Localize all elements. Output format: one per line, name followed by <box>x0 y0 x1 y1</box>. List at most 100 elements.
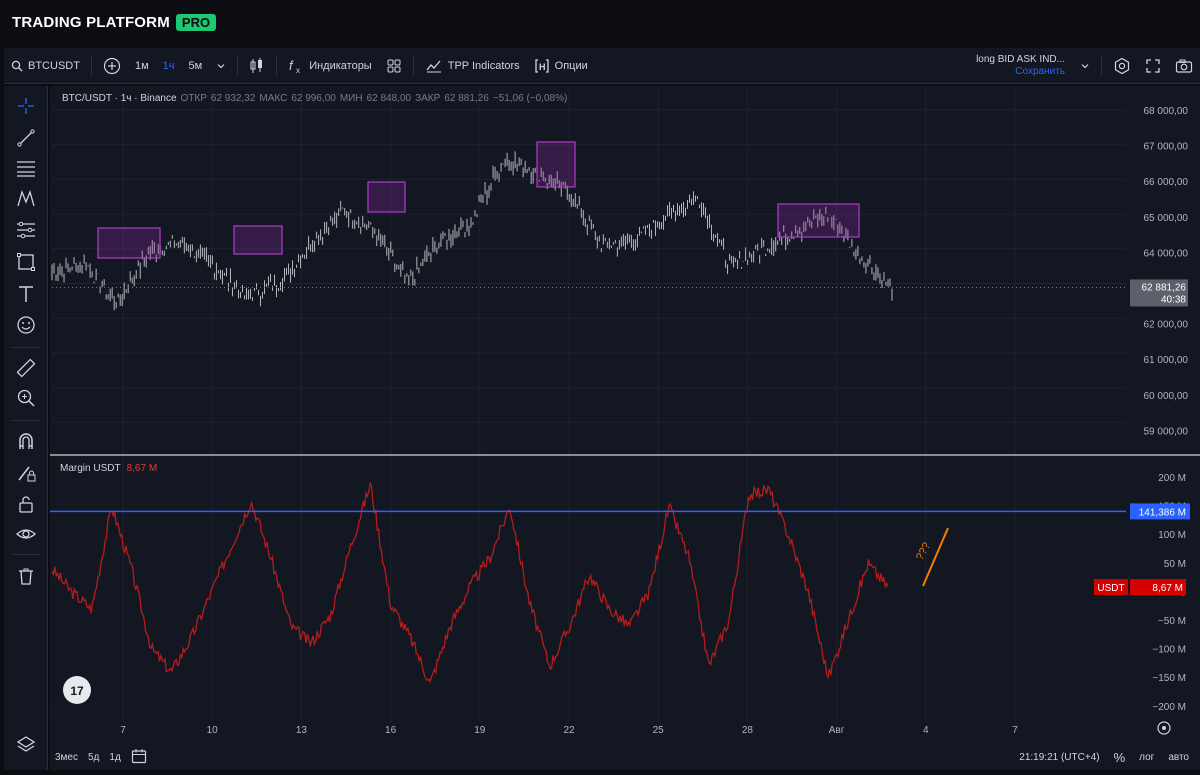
time-tick-label: 10 <box>207 725 219 736</box>
ruler-icon[interactable] <box>16 358 36 378</box>
price-tick-label: 61 000,00 <box>1144 355 1189 366</box>
highlight-box <box>97 227 161 259</box>
divider <box>12 347 40 348</box>
search-icon <box>11 60 23 71</box>
annotation-text: ??? <box>914 541 933 563</box>
layers-icon[interactable] <box>16 734 36 754</box>
chart-canvas[interactable]: 68 000,00 67 000,00 66 000,00 65 000,00 64 0… <box>46 86 1200 770</box>
indicator-tick-label: −50 M <box>1158 616 1186 627</box>
text-icon[interactable] <box>16 284 36 304</box>
chart-growth-icon <box>426 60 441 72</box>
settings-button[interactable] <box>1106 48 1138 83</box>
usdt-tag-label: USDT <box>1097 583 1124 594</box>
brand-logo[interactable]: TRADING PLATFORM PRO <box>12 12 217 32</box>
crosshair-icon[interactable] <box>16 96 36 116</box>
indicator-tick-label: 50 M <box>1164 559 1186 570</box>
fullscreen-button[interactable] <box>1138 48 1168 83</box>
divider <box>1101 55 1102 76</box>
time-tick-label: 25 <box>653 725 665 736</box>
templates-button[interactable] <box>379 48 409 83</box>
clock[interactable]: 21:19:21 (UTC+4) <box>1019 751 1100 763</box>
trash-icon[interactable] <box>16 566 36 586</box>
time-tick-label: 19 <box>474 725 486 736</box>
layout-dropdown[interactable] <box>1073 48 1097 83</box>
candles-icon <box>250 57 263 73</box>
magnet-icon[interactable] <box>16 431 36 451</box>
compare-button[interactable] <box>96 48 128 83</box>
legend-change: −51,06 (−0,08%) <box>492 93 568 104</box>
svg-text:x: x <box>296 66 300 74</box>
divider <box>12 554 40 555</box>
price-series <box>51 151 893 311</box>
tpp-indicators-button[interactable]: TPP Indicators <box>418 48 527 83</box>
tradingview-logo-text: 17 <box>70 684 84 698</box>
hline-tag-label: 141,386 M <box>1139 507 1186 518</box>
symbol-legend: BTC/USDT · 1ч · Binance ОТКР 62 932,32 МА… <box>62 93 567 104</box>
axis-settings-icon-center <box>1162 726 1166 730</box>
grid-lines <box>52 86 1126 722</box>
highlight-box <box>777 203 860 238</box>
fib-sliders-icon[interactable] <box>16 220 36 240</box>
percent-toggle[interactable]: % <box>1113 749 1126 765</box>
price-tick-label: 59 000,00 <box>1144 426 1189 437</box>
usdt-value-label: 8,67 M <box>1152 583 1183 594</box>
highlight-box <box>367 181 406 213</box>
price-tick-label: 62 000,00 <box>1144 320 1189 331</box>
interval-5m[interactable]: 5м <box>188 59 203 72</box>
price-tick-label: 68 000,00 <box>1144 106 1189 117</box>
indicator-tick-label: −150 M <box>1152 673 1186 684</box>
options-button[interactable]: H Опции <box>527 48 595 83</box>
price-tick-label: 60 000,00 <box>1144 391 1189 402</box>
tradingview-logo <box>63 676 91 704</box>
interval-1h[interactable]: 1ч <box>162 59 175 72</box>
symbol-search[interactable]: BTCUSDT <box>4 48 87 83</box>
svg-text:f: f <box>289 58 294 73</box>
pencil-lock-icon[interactable] <box>16 463 36 483</box>
indicator-name: Margin USDT <box>60 463 121 474</box>
chart-area[interactable]: 68 000,00 67 000,00 66 000,00 65 000,00 64 0… <box>46 86 1200 770</box>
indicator-legend[interactable]: Margin USDT 8,67 M <box>60 463 157 474</box>
snapshot-button[interactable] <box>1168 48 1200 83</box>
legend-pair[interactable]: BTC/USDT · 1ч · Binance <box>62 93 177 104</box>
legend-low-label: МИН <box>339 93 363 104</box>
divider <box>12 420 40 421</box>
horizontal-lines-icon[interactable] <box>16 158 36 178</box>
unlock-icon[interactable] <box>16 494 36 514</box>
save-layout-link[interactable]: Сохранить <box>1015 65 1065 77</box>
options-label: Опции <box>554 59 588 72</box>
range-5d[interactable]: 5д <box>88 751 100 763</box>
countdown-label: 40:38 <box>1161 294 1186 305</box>
range-1d[interactable]: 1д <box>109 751 121 763</box>
margin-usdt-line <box>51 481 889 683</box>
log-toggle[interactable]: лог <box>1139 751 1155 763</box>
divider <box>412 55 414 76</box>
interval-dropdown[interactable] <box>209 48 233 83</box>
trend-line-icon[interactable] <box>16 128 36 148</box>
range-3m[interactable]: 3мес <box>55 751 78 763</box>
pattern-icon[interactable] <box>16 189 36 209</box>
time-tick-label: 13 <box>296 725 308 736</box>
indicator-tick-label: 100 M <box>1158 530 1186 541</box>
eye-icon[interactable] <box>16 524 36 544</box>
time-tick-label: 16 <box>385 725 397 736</box>
zoom-in-icon[interactable] <box>16 388 36 408</box>
auto-toggle[interactable]: авто <box>1168 751 1189 763</box>
time-tick-label: 22 <box>563 725 575 736</box>
time-tick-label: Авг <box>829 725 845 736</box>
rectangle-icon[interactable] <box>16 252 36 272</box>
chart-type-button[interactable] <box>242 48 272 83</box>
indicators-label: Индикаторы <box>309 59 372 72</box>
emoji-icon[interactable] <box>16 315 36 335</box>
indicator-tick-label: −100 M <box>1152 645 1186 656</box>
layout-switcher[interactable]: long BID ASK IND... Сохранить <box>976 54 1073 78</box>
interval-1m[interactable]: 1м <box>134 59 149 72</box>
legend-high: 62 996,00 <box>291 93 336 104</box>
annotation-line <box>922 527 949 587</box>
indicator-tick-label: −200 M <box>1152 702 1186 713</box>
price-tick-label: 67 000,00 <box>1144 142 1189 153</box>
indicator-tick-label: 200 M <box>1158 473 1186 484</box>
goto-date-button[interactable] <box>126 748 152 767</box>
